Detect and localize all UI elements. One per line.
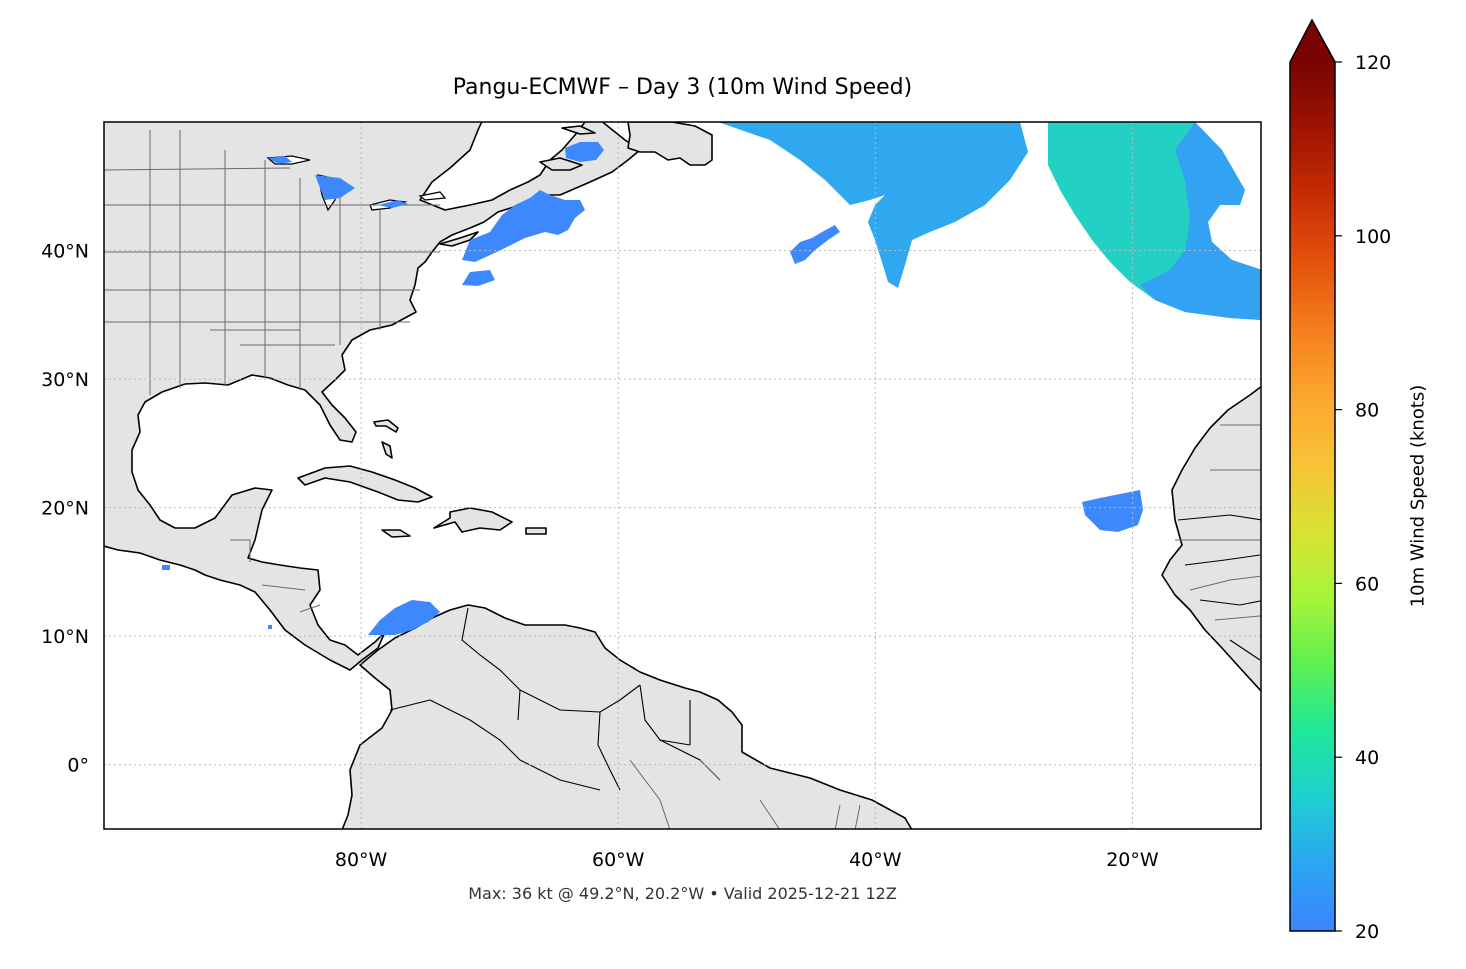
wind-region-nova-scotia bbox=[462, 190, 585, 262]
latitude-ticks: 40°N 30°N 20°N 10°N 0° bbox=[41, 241, 89, 777]
map-frame bbox=[103, 121, 1262, 830]
colorbar-outline bbox=[1289, 18, 1336, 932]
colorbar-tick-label: 20 bbox=[1355, 921, 1379, 943]
gulf-st-lawrence-island bbox=[539, 157, 583, 171]
land-masses bbox=[104, 122, 1261, 829]
wind-region-pacific-dot bbox=[162, 565, 170, 570]
lon-tick-label: 40°W bbox=[849, 849, 902, 871]
colorbar-extend-arrow bbox=[1290, 20, 1335, 62]
longitude-ticks: 80°W 60°W 40°W 20°W bbox=[335, 849, 1159, 871]
jamaica-island bbox=[381, 529, 411, 538]
wind-region-gulf-of-maine bbox=[462, 270, 495, 286]
wind-region-caribbean bbox=[368, 600, 440, 635]
lon-tick-label: 60°W bbox=[592, 849, 645, 871]
map-footnote: Max: 36 kt @ 49.2°N, 20.2°W • Valid 2025… bbox=[468, 884, 897, 903]
colorbar-tick-label: 40 bbox=[1355, 747, 1379, 769]
colorbar-tick-label: 60 bbox=[1355, 573, 1379, 595]
wind-region-central-atlantic bbox=[718, 122, 1028, 288]
wind-region-superior bbox=[268, 156, 292, 164]
sa-state-borders bbox=[629, 759, 861, 829]
wind-speed-field bbox=[162, 122, 1261, 635]
newfoundland-island bbox=[627, 122, 713, 166]
wind-region-central-atlantic-spots bbox=[790, 225, 840, 264]
wind-region-pacific-dot-2 bbox=[268, 625, 272, 629]
lat-tick-label: 10°N bbox=[41, 626, 89, 648]
lon-tick-label: 20°W bbox=[1106, 849, 1159, 871]
colorbar: 20 40 60 80 100 120 bbox=[1289, 18, 1391, 943]
lat-tick-label: 20°N bbox=[41, 498, 89, 520]
north-america-landmass bbox=[104, 122, 641, 671]
south-america-landmass bbox=[341, 604, 913, 829]
map-title: Pangu-ECMWF – Day 3 (10m Wind Speed) bbox=[452, 75, 913, 100]
long-island bbox=[439, 231, 479, 247]
wind-region-lake-erie bbox=[378, 200, 408, 208]
cuba-island bbox=[297, 465, 433, 503]
wind-region-northeast-atlantic-edge bbox=[1140, 122, 1261, 320]
west-africa-landmass bbox=[1161, 385, 1261, 693]
colorbar-bar bbox=[1290, 62, 1335, 931]
colorbar-ticks: 20 40 60 80 100 120 bbox=[1335, 52, 1391, 943]
wind-region-west-africa bbox=[1082, 490, 1143, 532]
colorbar-label: 10m Wind Speed (knots) bbox=[1407, 384, 1429, 608]
lat-tick-label: 40°N bbox=[41, 241, 89, 263]
puerto-rico-island bbox=[525, 527, 547, 535]
lat-tick-label: 30°N bbox=[41, 369, 89, 391]
lake-ontario bbox=[418, 191, 447, 201]
wind-region-quebec-patch bbox=[565, 142, 604, 162]
hispaniola-island bbox=[433, 507, 513, 533]
lon-tick-label: 80°W bbox=[335, 849, 388, 871]
colorbar-tick-label: 100 bbox=[1355, 226, 1391, 248]
anticosti-island bbox=[561, 125, 596, 135]
colorbar-tick-label: 120 bbox=[1355, 52, 1391, 74]
wind-region-lake-michigan bbox=[315, 175, 355, 200]
bahamas-islands bbox=[373, 419, 399, 459]
colorbar-tick-label: 80 bbox=[1355, 400, 1379, 422]
lat-tick-label: 0° bbox=[67, 755, 89, 777]
state-borders bbox=[104, 130, 1261, 621]
